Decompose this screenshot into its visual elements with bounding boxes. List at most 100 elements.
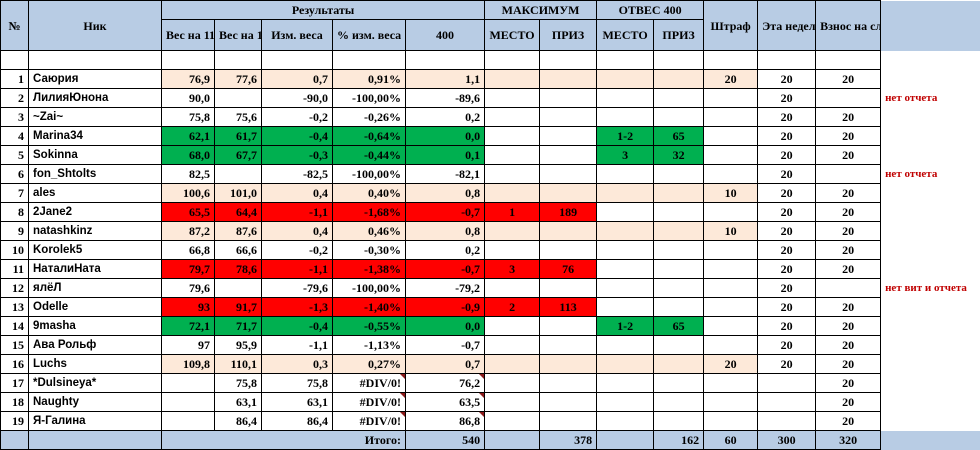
row-number[interactable]: 6 [1,165,29,184]
priz-otves-cell[interactable] [654,203,704,222]
priz-max-cell[interactable]: 76 [540,260,597,279]
change-cell[interactable]: -0,3 [262,146,333,165]
shtraf-cell[interactable] [704,336,758,355]
priz-otves-cell[interactable] [654,184,704,203]
priz-max-cell[interactable] [540,279,597,298]
week-cell[interactable]: 20 [758,108,816,127]
contribution-cell[interactable]: 20 [816,222,881,241]
change-cell[interactable]: -1,1 [262,260,333,279]
row-number[interactable]: 3 [1,108,29,127]
mesto-max-cell[interactable]: 1 [485,203,540,222]
contribution-cell[interactable] [816,165,881,184]
header-change[interactable]: Изм. веса [262,20,333,51]
row-number[interactable]: 13 [1,298,29,317]
mesto-max-cell[interactable] [485,165,540,184]
weight-2-cell[interactable]: 63,1 [215,393,262,412]
mesto-max-cell[interactable] [485,412,540,431]
change-cell[interactable]: 63,1 [262,393,333,412]
nick-cell[interactable]: 9masha [29,317,162,336]
priz-max-cell[interactable] [540,89,597,108]
percent-cell[interactable]: -0,55% [333,317,406,336]
header-shtraf[interactable]: Штраф [704,1,758,51]
contribution-cell[interactable]: 20 [816,393,881,412]
priz-otves-cell[interactable] [654,108,704,127]
header-week[interactable]: Эта неделя [758,1,816,51]
change-cell[interactable]: -1,3 [262,298,333,317]
mesto-max-cell[interactable] [485,184,540,203]
v400-cell[interactable]: 0,2 [406,108,485,127]
weight-2-cell[interactable]: 75,8 [215,374,262,393]
cell[interactable] [29,431,162,450]
v400-cell[interactable]: -82,1 [406,165,485,184]
contribution-cell[interactable]: 20 [816,412,881,431]
change-cell[interactable]: -1,1 [262,203,333,222]
percent-cell[interactable]: -100,00% [333,165,406,184]
weight-2-cell[interactable] [215,165,262,184]
nick-cell[interactable]: Odelle [29,298,162,317]
row-number[interactable]: 1 [1,70,29,89]
change-cell[interactable]: 86,4 [262,412,333,431]
v400-cell[interactable]: 0,0 [406,127,485,146]
mesto-max-cell[interactable] [485,146,540,165]
nick-cell[interactable]: Marina34 [29,127,162,146]
percent-cell[interactable]: -0,44% [333,146,406,165]
percent-cell[interactable]: -0,64% [333,127,406,146]
row-number[interactable]: 8 [1,203,29,222]
weight-1-cell[interactable]: 82,5 [162,165,215,184]
weight-1-cell[interactable]: 62,1 [162,127,215,146]
priz-otves-cell[interactable] [654,298,704,317]
mesto-max-cell[interactable] [485,108,540,127]
v400-cell[interactable]: -0,9 [406,298,485,317]
weight-1-cell[interactable] [162,412,215,431]
week-cell[interactable]: 20 [758,165,816,184]
shtraf-cell[interactable] [704,279,758,298]
percent-cell[interactable]: #DIV/0! [333,412,406,431]
weight-2-cell[interactable]: 110,1 [215,355,262,374]
cell[interactable] [597,51,654,70]
v400-cell[interactable]: -79,2 [406,279,485,298]
percent-cell[interactable]: -100,00% [333,89,406,108]
mesto-max-cell[interactable]: 2 [485,298,540,317]
mesto-max-cell[interactable] [485,374,540,393]
mesto-otves-cell[interactable] [597,336,654,355]
weight-2-cell[interactable]: 64,4 [215,203,262,222]
nick-cell[interactable]: 2Jane2 [29,203,162,222]
priz-max-cell[interactable] [540,146,597,165]
weight-2-cell[interactable]: 71,7 [215,317,262,336]
mesto-otves-cell[interactable] [597,393,654,412]
shtraf-cell[interactable] [704,298,758,317]
cell[interactable] [816,51,881,70]
change-cell[interactable]: 0,4 [262,222,333,241]
row-number[interactable]: 2 [1,89,29,108]
change-cell[interactable]: 75,8 [262,374,333,393]
header-weight-2[interactable]: Вес на 18.01 [215,20,262,51]
v400-cell[interactable]: 0,8 [406,222,485,241]
shtraf-cell[interactable] [704,374,758,393]
contribution-cell[interactable]: 20 [816,260,881,279]
shtraf-cell[interactable]: 10 [704,184,758,203]
row-number[interactable]: 12 [1,279,29,298]
mesto-max-cell[interactable] [485,355,540,374]
weight-1-cell[interactable]: 87,2 [162,222,215,241]
change-cell[interactable]: -0,2 [262,108,333,127]
week-cell[interactable]: 20 [758,355,816,374]
mesto-max-cell[interactable] [485,89,540,108]
nick-cell[interactable]: *Dulsineya* [29,374,162,393]
total-week[interactable]: 300 [758,431,816,450]
weight-2-cell[interactable]: 67,7 [215,146,262,165]
contribution-cell[interactable]: 20 [816,70,881,89]
row-number[interactable]: 14 [1,317,29,336]
priz-otves-cell[interactable] [654,89,704,108]
header-results[interactable]: Результаты [162,1,485,20]
week-cell[interactable]: 20 [758,203,816,222]
row-number[interactable]: 15 [1,336,29,355]
percent-cell[interactable]: -0,26% [333,108,406,127]
weight-1-cell[interactable]: 93 [162,298,215,317]
priz-max-cell[interactable] [540,412,597,431]
percent-cell[interactable]: 0,27% [333,355,406,374]
priz-otves-cell[interactable] [654,374,704,393]
mesto-otves-cell[interactable] [597,374,654,393]
week-cell[interactable]: 20 [758,184,816,203]
mesto-otves-cell[interactable] [597,70,654,89]
mesto-otves-cell[interactable] [597,165,654,184]
